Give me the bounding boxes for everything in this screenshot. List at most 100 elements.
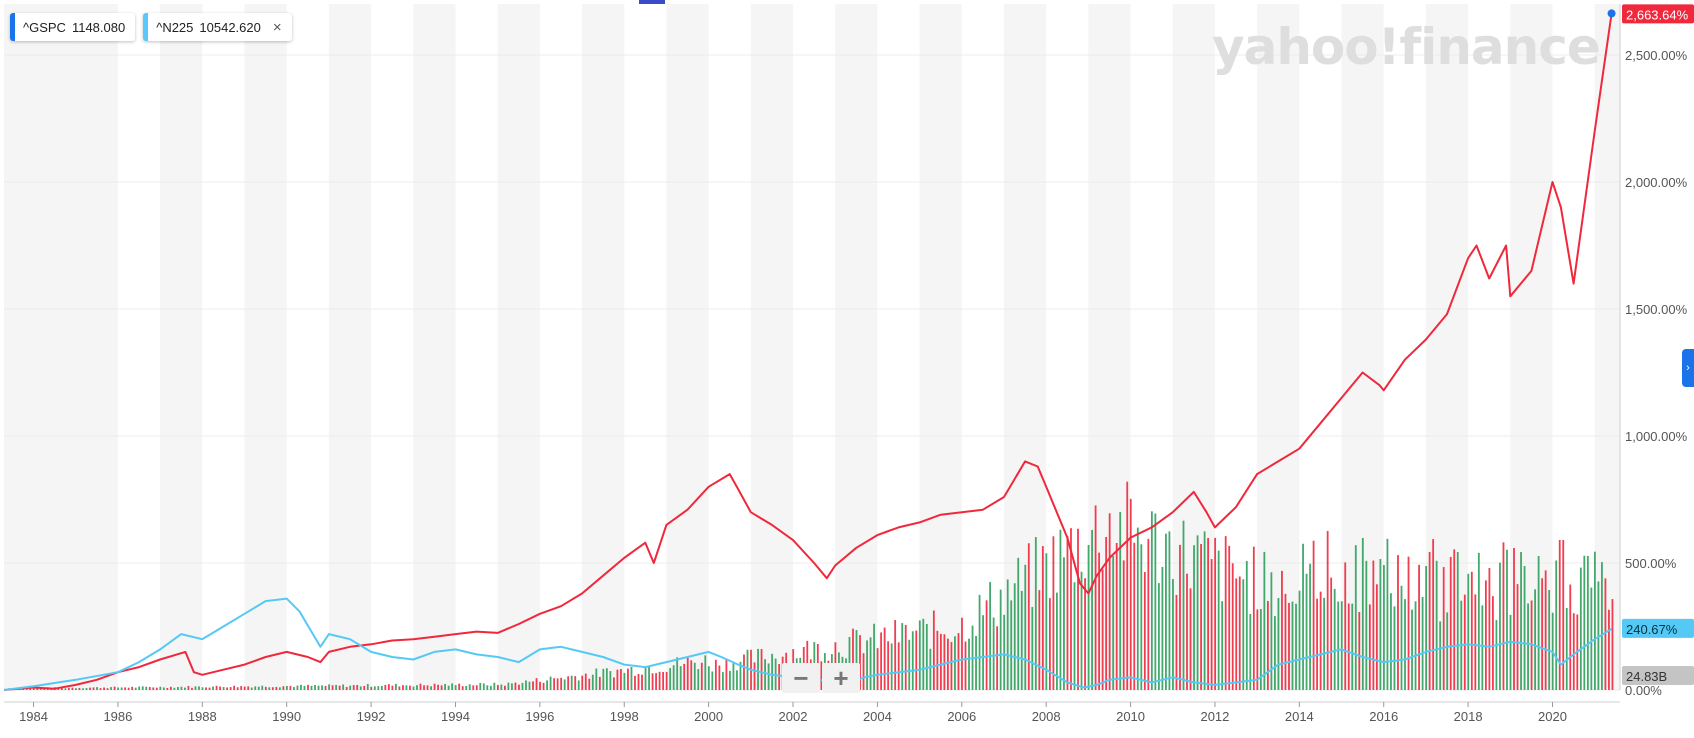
volume-bar: [598, 676, 601, 690]
volume-bar: [1298, 590, 1301, 690]
volume-bar: [922, 618, 925, 690]
volume-bar: [1541, 578, 1544, 690]
volume-bar: [1495, 620, 1498, 690]
volume-bar: [1168, 531, 1171, 690]
volume-bar: [271, 687, 274, 690]
volume-bar: [1456, 551, 1459, 690]
volume-bar: [254, 686, 257, 690]
volume-bar: [64, 688, 67, 690]
volume-bar: [518, 684, 520, 690]
volume-bar: [366, 684, 369, 690]
volume-bar: [75, 688, 77, 690]
volume-bar: [402, 685, 404, 690]
volume-bar: [1421, 596, 1424, 690]
volume-bar: [162, 687, 165, 690]
volume-bar: [43, 688, 46, 690]
volume-bar: [1210, 559, 1213, 690]
x-tick-label: 1998: [610, 709, 639, 724]
x-tick-label: 2020: [1538, 709, 1567, 724]
volume-bar: [1105, 536, 1108, 690]
volume-bar: [918, 620, 921, 690]
volume-bar: [957, 633, 960, 690]
legend-n225-value: 10542.620: [199, 19, 261, 35]
volume-bar: [169, 686, 172, 690]
legend-gspc-symbol: ^GSPC: [23, 19, 66, 35]
volume-bar: [732, 662, 735, 690]
x-tick-label: 1996: [525, 709, 554, 724]
volume-bar: [236, 687, 239, 690]
volume-bar: [1446, 612, 1449, 690]
zoom-out-button[interactable]: −: [782, 663, 820, 693]
volume-bar: [373, 686, 376, 690]
volume-bar: [1499, 562, 1501, 690]
volume-bar: [929, 648, 932, 690]
volume-bar: [1010, 600, 1013, 690]
legend-chip-n225[interactable]: ^N225 10542.620 ×: [143, 13, 292, 41]
year-band: [835, 4, 878, 690]
volume-bar: [729, 670, 731, 690]
volume-bar: [1140, 544, 1143, 690]
volume-bar: [1442, 567, 1445, 690]
volume-bar: [1383, 564, 1385, 690]
volume-bar: [542, 682, 545, 690]
volume-bar: [1048, 598, 1051, 690]
volume-bar: [1084, 578, 1086, 690]
volume-bar: [1375, 584, 1378, 690]
expand-panel-chevron-icon[interactable]: ›: [1682, 349, 1694, 387]
volume-bar: [591, 674, 594, 690]
x-tick-label: 1992: [357, 709, 386, 724]
volume-bar: [1523, 566, 1526, 690]
x-tick-label: 2008: [1032, 709, 1061, 724]
volume-bar: [1608, 609, 1610, 690]
volume-bar: [289, 685, 292, 690]
volume-bar: [1063, 557, 1065, 690]
x-tick-label: 2012: [1200, 709, 1229, 724]
volume-bar: [690, 660, 693, 690]
volume-bar: [686, 657, 689, 690]
x-tick-label: 2016: [1369, 709, 1398, 724]
volume-bar: [1006, 579, 1009, 690]
legend-chip-gspc[interactable]: ^GSPC 1148.080: [10, 13, 136, 41]
volume-bar: [303, 686, 306, 690]
volume-bar: [198, 686, 200, 690]
volume-bar: [577, 680, 580, 690]
volume-bar: [173, 687, 176, 690]
volume-bar: [1133, 542, 1136, 690]
volume-bar: [110, 687, 112, 690]
volume-bar: [1182, 520, 1185, 690]
volume-bar: [1200, 543, 1202, 690]
zoom-in-button[interactable]: +: [822, 663, 860, 693]
volume-bar: [641, 674, 643, 690]
legend-gspc-value: 1148.080: [71, 19, 126, 35]
volume-bar: [451, 683, 454, 690]
volume-bar: [1203, 531, 1206, 690]
volume-bar: [1027, 543, 1030, 690]
volume-bar: [627, 668, 629, 690]
volume-bar: [138, 686, 141, 690]
volume-bar: [166, 687, 169, 690]
volume-bar: [275, 686, 278, 690]
volume-bar: [261, 685, 264, 690]
remove-comparison-close-icon[interactable]: ×: [272, 18, 282, 36]
volume-bar: [743, 654, 745, 690]
volume-bar: [1323, 597, 1326, 690]
volume-bar: [36, 687, 39, 690]
volume-bar: [1579, 567, 1582, 690]
volume-bar: [904, 624, 907, 690]
volume-bar: [890, 643, 893, 690]
volume-bar: [233, 685, 236, 690]
volume-bar: [131, 686, 134, 690]
volume-bar: [609, 671, 612, 690]
volume-bar: [525, 680, 527, 690]
y-tick-label: 1,000.00%: [1625, 429, 1688, 444]
volume-bar: [1439, 621, 1442, 690]
volume-bar: [644, 667, 647, 690]
volume-bar: [1597, 581, 1600, 690]
volume-bar: [721, 672, 724, 690]
volume-bar: [532, 681, 534, 690]
volume-bar: [697, 669, 700, 690]
volume-bar: [630, 666, 633, 690]
volume-bar: [1305, 573, 1308, 690]
